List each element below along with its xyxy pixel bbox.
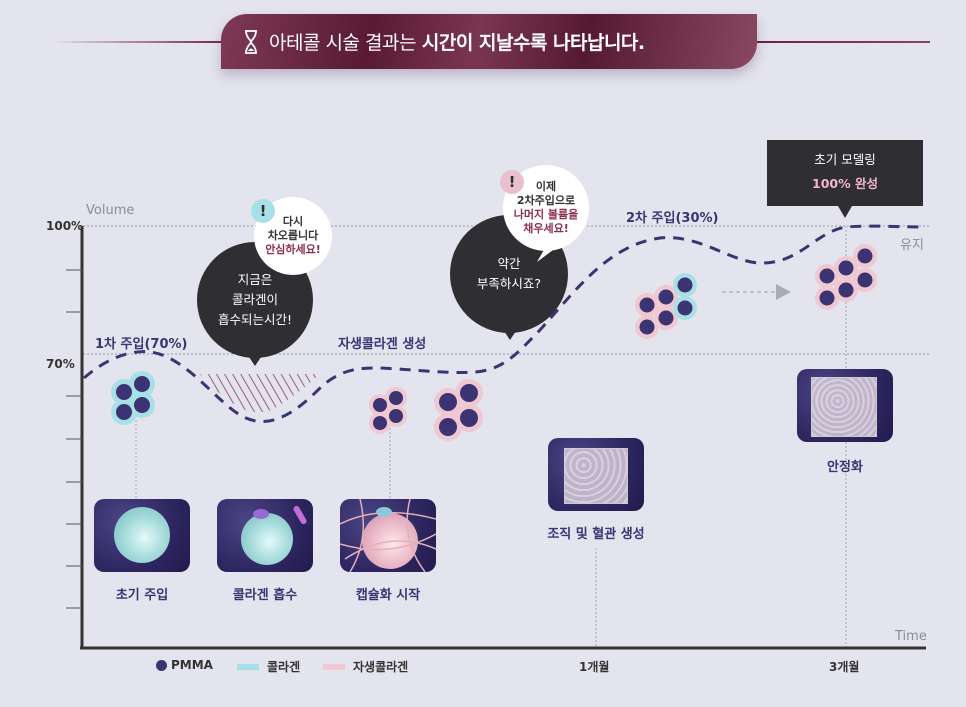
x-axis-label: Time (895, 629, 927, 644)
x-tick-1-month: 1개월 (579, 660, 610, 674)
bubble-text-line: 차오릅니다 (267, 229, 319, 242)
first-injection-label: 1차 주입(70%) (95, 337, 188, 352)
y-tick-100: 100% (46, 219, 84, 233)
bubble-pointer (286, 262, 304, 274)
bubble-pointer (537, 248, 553, 262)
collagen-absorption-hatch (200, 374, 320, 413)
stage-image-encapsulation (340, 499, 436, 572)
collagen-swatch-icon (237, 663, 259, 670)
legend-self-collagen: 자생콜라겐 (323, 658, 408, 675)
bubble-text-line: 흡수되는시간! (217, 312, 292, 327)
bubble-text-line: 2차주입으로 (516, 194, 576, 207)
pmma-swatch-icon (156, 659, 167, 671)
self-collagen-label: 자생콜라겐 생성 (338, 337, 427, 352)
header-divider-left (50, 41, 230, 43)
header-title-regular: 아테콜 시술 결과는 (269, 32, 416, 54)
stage-image-tissue (548, 438, 644, 511)
bubble-pointer (502, 328, 518, 340)
legend-label: 콜라겐 (267, 660, 301, 674)
legend-label: 자생콜라겐 (353, 660, 409, 674)
stage-image-absorption (217, 499, 313, 572)
bubble-text-line: 다시 (282, 215, 304, 228)
alert-icon: ! (251, 199, 275, 223)
speech-bubble-second-injection: 이제 2차주입으로 나머지 볼륨을 채우세요! (503, 165, 589, 251)
volume-curve (83, 224, 923, 424)
modeling-complete-tooltip: 초기 모델링 100% 완성 (767, 140, 923, 206)
y-tick-70: 70% (46, 357, 75, 371)
bubble-accent-text: 나머지 볼륨을 (513, 208, 579, 221)
bubble-text-line: 이제 (535, 180, 557, 193)
bubble-text-line: 부족하시죠? (476, 276, 542, 291)
bubble-accent-text: 채우세요! (523, 222, 569, 235)
pmma-self-collagen-cluster-small (369, 387, 407, 434)
legend-label: PMMA (171, 658, 213, 672)
second-injection-label: 2차 주입(30%) (626, 211, 719, 226)
self-collagen-swatch-icon (323, 663, 345, 670)
bubble-pointer (247, 354, 263, 366)
header-title-bold: 시간이 지날수록 나타납니다. (421, 32, 645, 54)
pmma-mixed-cluster (635, 273, 697, 339)
tooltip-line1: 초기 모델링 (814, 152, 876, 167)
legend-pmma: PMMA (156, 658, 213, 672)
stage-label-encapsulation: 캡슐화 시작 (355, 588, 421, 603)
stage-label-tissue: 조직 및 혈관 생성 (547, 527, 645, 542)
legend-collagen: 콜라겐 (237, 658, 300, 675)
alert-icon: ! (500, 170, 524, 194)
stage-image-stabilization (797, 369, 893, 442)
maintain-label: 유지 (900, 238, 924, 253)
x-tick-3-months: 3개월 (829, 660, 860, 674)
bubble-text-line: 지금은 (237, 272, 273, 287)
hourglass-icon (245, 29, 257, 54)
bubble-accent-text: 안심하세요! (265, 243, 321, 256)
bubble-text-line: 약간 (497, 256, 521, 271)
pmma-collagen-cluster-1 (111, 371, 155, 425)
stage-label-initial: 초기 주입 (115, 588, 169, 603)
header-divider-right (750, 41, 930, 43)
tooltip-line2: 100% 완성 (812, 176, 878, 191)
pmma-self-collagen-cluster-large (434, 379, 483, 441)
y-axis-label: Volume (86, 203, 135, 218)
pmma-final-cluster (815, 244, 877, 310)
stage-label-stabilization: 안정화 (827, 460, 863, 475)
stage-label-absorption: 콜라겐 흡수 (232, 588, 298, 603)
transition-arrow-icon (722, 284, 791, 300)
stage-image-initial (94, 499, 190, 572)
header-banner: 아테콜 시술 결과는 시간이 지날수록 나타납니다. (221, 14, 757, 69)
bubble-text-line: 콜라겐이 (231, 292, 278, 307)
